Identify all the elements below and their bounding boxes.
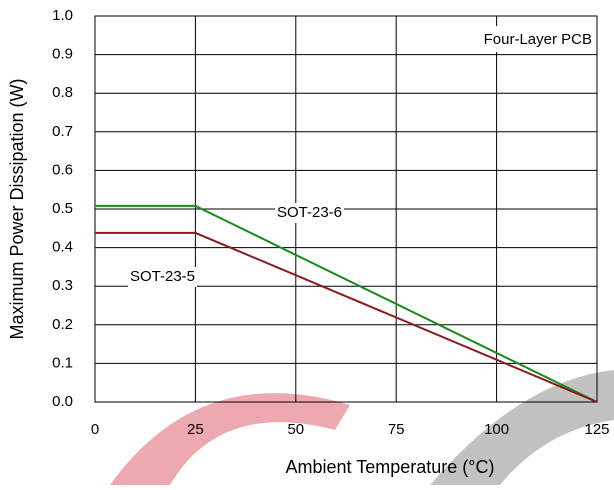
annotation: Four-Layer PCB <box>484 31 592 48</box>
y-axis-label: Maximum Power Dissipation (W) <box>7 78 27 339</box>
series-label-bg <box>128 267 198 287</box>
y-tick-label: 1.0 <box>52 7 73 24</box>
x-tick-label: 50 <box>287 421 304 438</box>
plot-border <box>94 15 598 403</box>
y-tick-label: 0.8 <box>52 84 73 101</box>
x-tick-label: 125 <box>584 421 609 438</box>
series-line <box>95 204 598 403</box>
series-line <box>95 231 598 403</box>
y-tick-label: 0.0 <box>52 393 73 410</box>
y-tick-label: 0.3 <box>52 277 73 294</box>
series-label-bg <box>275 203 345 223</box>
y-tick-label: 0.6 <box>52 161 73 178</box>
series-label: SOT-23-5 <box>130 268 195 285</box>
x-tick-label: 25 <box>187 421 204 438</box>
watermark-gray <box>430 370 614 485</box>
watermark-red <box>110 393 350 485</box>
y-tick-label: 0.5 <box>52 200 73 217</box>
y-tick-label: 0.9 <box>52 46 73 63</box>
y-tick-label: 0.1 <box>52 354 73 371</box>
x-tick-label: 100 <box>484 421 509 438</box>
x-tick-label: 75 <box>388 421 405 438</box>
x-tick-label: 0 <box>91 421 99 438</box>
annotation-box <box>479 26 596 52</box>
x-axis-label: Ambient Temperature (°C) <box>286 457 495 477</box>
series-label: SOT-23-6 <box>277 204 342 221</box>
y-tick-label: 0.2 <box>52 316 73 333</box>
y-tick-label: 0.4 <box>52 239 73 256</box>
y-tick-label: 0.7 <box>52 123 73 140</box>
